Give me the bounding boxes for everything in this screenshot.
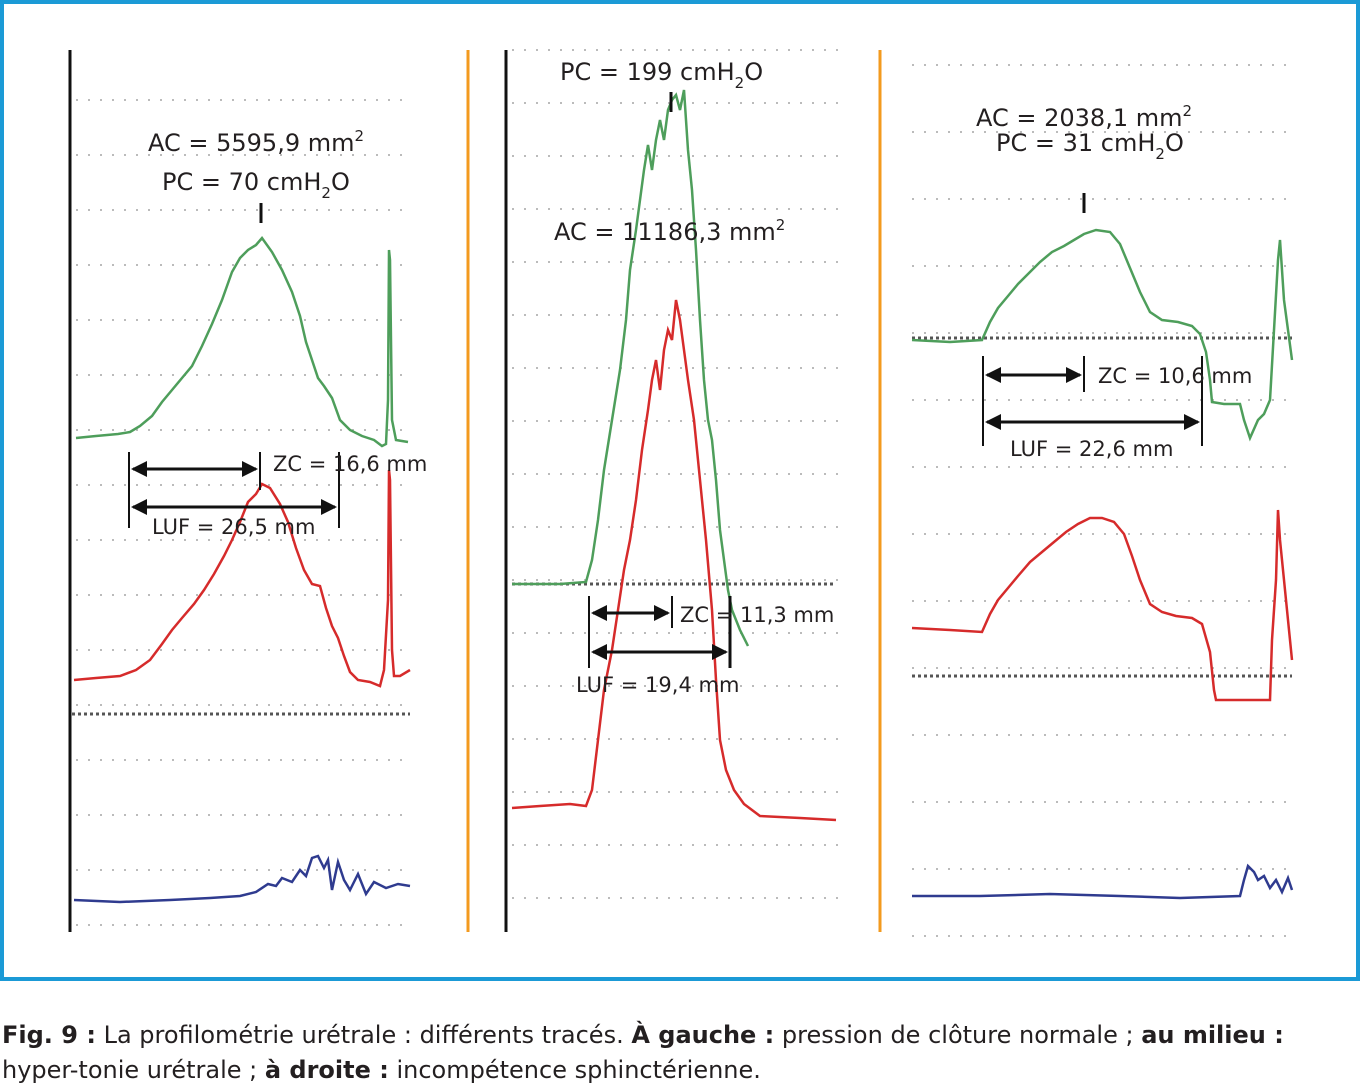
pc-label-right: PC = 31 cmH2O (996, 129, 1184, 163)
green-trace-middle (512, 89, 750, 647)
luf-label-right: LUF = 22,6 mm (1010, 437, 1173, 461)
luf-arrowhead-end-left (321, 499, 337, 515)
ac-label-middle: AC = 11186,3 mm2 (554, 216, 785, 246)
caption-text-4: incompétence sphinctérienne. (388, 1056, 761, 1084)
caption-fig-label: Fig. 9 : (2, 1021, 96, 1049)
pc-label-middle: PC = 199 cmH2O (560, 58, 763, 92)
blue-trace-right (912, 863, 1294, 900)
zc-arrowhead-start-left (131, 461, 147, 477)
urethral-profile-figure: AC = 5595,9 mm2 PC = 70 cmH2O ZC = 16,6 … (0, 0, 1360, 981)
green-trace-right (911, 228, 1294, 442)
caption-text-2: pression de clôture normale ; (774, 1021, 1142, 1049)
panel-right: AC = 2038,1 mm2 PC = 31 cmH2O ZC = 10,6 … (911, 102, 1294, 900)
caption-text-3: hyper-tonie urétrale ; (2, 1056, 265, 1084)
zc-arrowhead-end-right (1066, 367, 1082, 383)
luf-arrowhead-start-left (131, 499, 147, 515)
caption-left-label: À gauche : (631, 1021, 775, 1049)
dotted-grid (76, 49, 1296, 937)
figure-frame (0, 0, 1360, 981)
ac-label-right: AC = 2038,1 mm2 (976, 102, 1192, 132)
zc-arrowhead-start-middle (591, 605, 607, 621)
caption-text-1: La profilométrie urétrale : différents t… (95, 1021, 632, 1049)
red-trace-right (911, 509, 1294, 702)
blue-trace-left (73, 854, 411, 904)
caption-middle-label: au milieu : (1141, 1021, 1284, 1049)
luf-arrowhead-end-middle (712, 644, 728, 660)
panel-left: AC = 5595,9 mm2 PC = 70 cmH2O ZC = 16,6 … (72, 127, 427, 904)
panel-middle: PC = 199 cmH2O AC = 11186,3 mm2 ZC = 11,… (511, 58, 837, 822)
zc-arrowhead-start-right (985, 367, 1001, 383)
green-trace-left (75, 235, 409, 448)
luf-arrowhead-start-right (985, 414, 1001, 430)
figure-caption: Fig. 9 : La profilométrie urétrale : dif… (2, 1018, 1358, 1088)
luf-arrowhead-end-right (1184, 414, 1200, 430)
caption-right-label: à droite : (264, 1056, 389, 1084)
zc-label-right: ZC = 10,6 mm (1098, 364, 1252, 388)
pc-label-left: PC = 70 cmH2O (162, 168, 350, 202)
zc-arrowhead-end-middle (654, 605, 670, 621)
zc-arrowhead-end-left (242, 461, 258, 477)
red-trace-left (73, 469, 411, 688)
red-trace-middle (511, 299, 837, 822)
luf-label-left: LUF = 26,5 mm (152, 515, 315, 539)
luf-arrowhead-start-middle (591, 644, 607, 660)
ac-label-left: AC = 5595,9 mm2 (148, 127, 364, 157)
zc-label-left: ZC = 16,6 mm (273, 452, 427, 476)
luf-label-middle: LUF = 19,4 mm (576, 673, 739, 697)
zc-label-middle: ZC = 11,3 mm (680, 603, 834, 627)
